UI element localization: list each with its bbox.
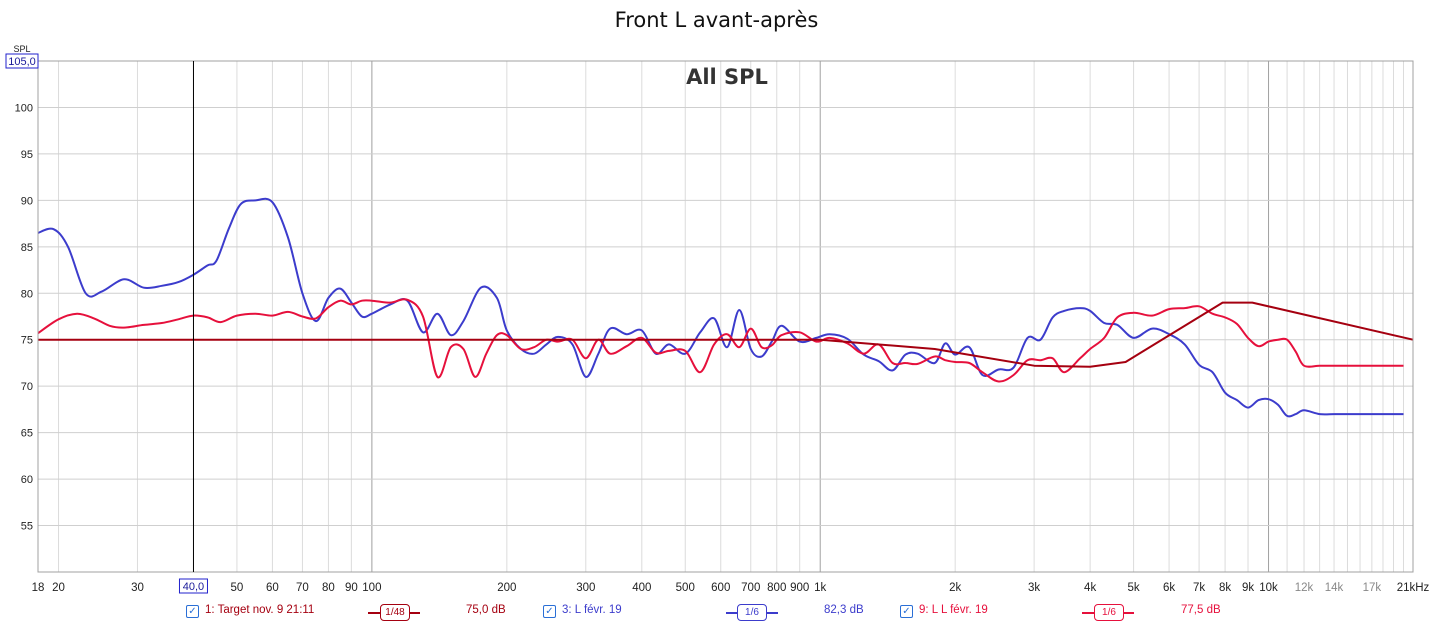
x-tick-label: 700 bbox=[741, 582, 760, 594]
x-tick-label: 17k bbox=[1363, 582, 1382, 594]
x-tick-label: 4k bbox=[1084, 582, 1096, 594]
series-1-level: 75,0 dB bbox=[466, 604, 506, 616]
x-tick-label: 100 bbox=[362, 582, 381, 594]
x-tick-label: 300 bbox=[576, 582, 595, 594]
series-9-label: 9: L L févr. 19 bbox=[919, 604, 988, 616]
series-3-checkbox[interactable]: ✓ bbox=[543, 605, 556, 618]
x-tick-label: 80 bbox=[322, 582, 335, 594]
series-3-level: 82,3 dB bbox=[824, 604, 864, 616]
series-9-smoothing-button[interactable]: 1/6 bbox=[1094, 604, 1124, 621]
y-tick-label: 85 bbox=[21, 242, 33, 254]
x-tick-label: 900 bbox=[790, 582, 809, 594]
x-tick-label: 600 bbox=[711, 582, 730, 594]
series-3-smoothing-button[interactable]: 1/6 bbox=[737, 604, 767, 621]
x-tick-label: 7k bbox=[1193, 582, 1205, 594]
x-tick-label: 2k bbox=[949, 582, 961, 594]
y-tick-label: 65 bbox=[21, 428, 33, 440]
x-tick-label: 18 bbox=[32, 582, 45, 594]
x-tick-label: 60 bbox=[266, 582, 279, 594]
x-cursor-readout: 40,0 bbox=[183, 581, 204, 593]
series-line-2 bbox=[37, 197, 1404, 418]
x-tick-label: 12k bbox=[1295, 582, 1314, 594]
chart-title: Front L avant-après bbox=[614, 8, 819, 32]
x-tick-label: 5k bbox=[1128, 582, 1140, 594]
x-tick-label: 500 bbox=[676, 582, 695, 594]
x-tick-label: 6k bbox=[1163, 582, 1175, 594]
series-line-1 bbox=[38, 301, 1414, 368]
y-cursor-readout: 105,0 bbox=[8, 56, 36, 68]
x-tick-label: 200 bbox=[497, 582, 516, 594]
x-tick-label: 3k bbox=[1028, 582, 1040, 594]
series-1-checkbox[interactable]: ✓ bbox=[186, 605, 199, 618]
y-tick-label: 60 bbox=[21, 474, 33, 486]
y-axis-ticks: 55 60 65 70 75 80 85 90 95 100 bbox=[15, 102, 33, 532]
series-line-3 bbox=[37, 298, 1404, 383]
series-1-smoothing-button[interactable]: 1/48 bbox=[380, 604, 410, 621]
series-1-label: 1: Target nov. 9 21:11 bbox=[205, 604, 315, 616]
y-tick-label: 95 bbox=[21, 149, 33, 161]
x-tick-label: 14k bbox=[1325, 582, 1344, 594]
series-3-label: 3: L févr. 19 bbox=[562, 604, 622, 616]
y-tick-label: 100 bbox=[15, 102, 33, 114]
y-cursor-box bbox=[5, 53, 39, 69]
x-tick-label: 30 bbox=[131, 582, 144, 594]
grid bbox=[38, 60, 1413, 572]
x-tick-label: 50 bbox=[231, 582, 244, 594]
x-tick-label: 70 bbox=[296, 582, 309, 594]
x-tick-label: 20 bbox=[52, 582, 65, 594]
plot-frame bbox=[37, 60, 1414, 573]
x-cursor-box bbox=[178, 578, 208, 594]
x-tick-label: 1k bbox=[814, 582, 826, 594]
y-tick-label: 80 bbox=[21, 288, 33, 300]
x-tick-label: 8k bbox=[1219, 582, 1231, 594]
y-tick-label: 70 bbox=[21, 381, 33, 393]
overlay-label: All SPL bbox=[686, 65, 768, 89]
y-tick-label: 90 bbox=[21, 195, 33, 207]
x-tick-label: 400 bbox=[632, 582, 651, 594]
series-layer bbox=[37, 197, 1414, 418]
y-tick-label: 75 bbox=[21, 335, 33, 347]
y-tick-label: 55 bbox=[21, 521, 33, 533]
x-tick-label: 21kHz bbox=[1397, 582, 1430, 594]
x-tick-label: 90 bbox=[345, 582, 358, 594]
series-9-level: 77,5 dB bbox=[1181, 604, 1221, 616]
x-tick-label: 10k bbox=[1259, 582, 1278, 594]
x-tick-label: 800 bbox=[767, 582, 786, 594]
x-axis-ticks: 18 20 30 50 60 70 80 90 100 200 300 400 500 600 700 800… bbox=[32, 582, 1430, 594]
series-9-checkbox[interactable]: ✓ bbox=[900, 605, 913, 618]
x-tick-label: 9k bbox=[1242, 582, 1254, 594]
y-axis-label: SPL bbox=[13, 44, 30, 54]
